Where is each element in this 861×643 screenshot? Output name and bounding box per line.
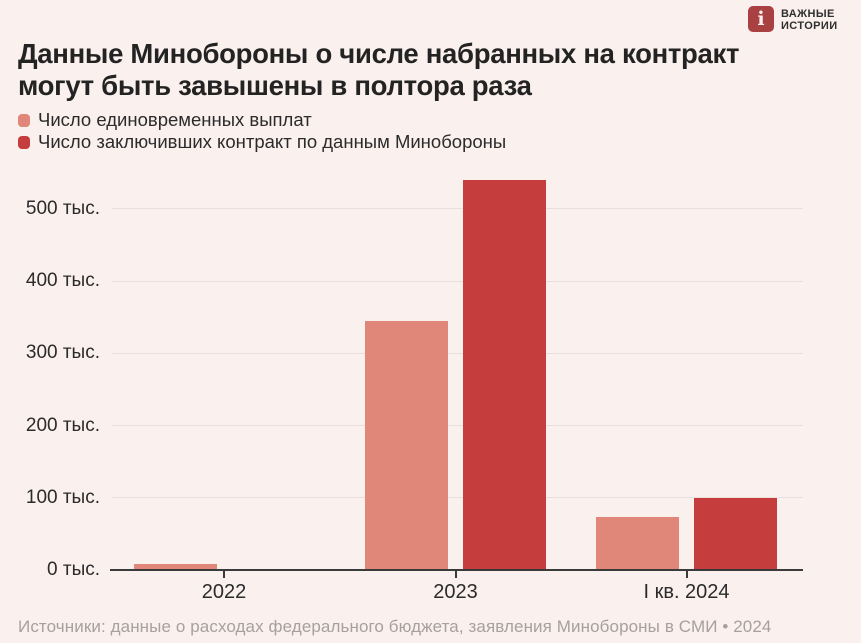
bar-contracts-2023 xyxy=(463,180,546,570)
x-axis-category-label: 2023 xyxy=(433,581,478,603)
brand-name-line2: ИСТОРИИ xyxy=(781,20,838,32)
source-note: Источники: данные о расходах федеральног… xyxy=(18,617,772,636)
gridline-500 xyxy=(112,208,803,210)
legend-label-payments: Число единовременных выплат xyxy=(38,109,312,130)
y-axis-tick-label: 100 тыс. xyxy=(25,486,100,508)
x-axis-category-label: I кв. 2024 xyxy=(643,581,730,603)
gridline-200 xyxy=(112,425,803,426)
brand-name: ВАЖНЫЕ ИСТОРИИ xyxy=(781,6,838,32)
y-axis-tick-label: 400 тыс. xyxy=(25,270,100,291)
gridline-400 xyxy=(112,280,803,282)
legend-swatch-payments xyxy=(18,113,30,127)
chart-title-line1: Данные Минобороны о числе набранных на к… xyxy=(18,38,740,69)
bar-payments-2022 xyxy=(133,564,217,570)
y-axis-tick-label: 300 тыс. xyxy=(25,342,100,364)
x-axis-line xyxy=(110,569,803,571)
y-axis-tick-label: 500 тыс. xyxy=(25,197,100,219)
brand-logo: i ВАЖНЫЕ ИСТОРИИ xyxy=(748,6,838,32)
legend-swatch-contracts xyxy=(18,135,30,149)
x-axis-tick xyxy=(454,571,457,578)
chart-title-line2: могут быть завышены в полтора раза xyxy=(18,70,532,102)
legend-label-contracts: Число заключивших контракт по данным Мин… xyxy=(38,131,507,152)
chart-title: Данные Минобороны о числе набранных на к… xyxy=(18,38,838,103)
brand-logo-icon: i xyxy=(748,6,774,32)
legend-item-contracts: Число заключивших контракт по данным Мин… xyxy=(18,131,506,153)
bar-contracts-I кв. 2024 xyxy=(694,498,777,570)
y-axis-tick-label: 200 тыс. xyxy=(25,414,100,436)
chart-legend: Число единовременных выплат Число заключ… xyxy=(18,109,506,153)
brand-name-line1: ВАЖНЫЕ xyxy=(781,8,835,20)
legend-item-payments: Число единовременных выплат xyxy=(18,109,506,131)
gridline-100 xyxy=(112,497,803,499)
gridline-300 xyxy=(112,352,803,354)
bar-chart: 0 тыс. 100 тыс. 200 тыс. 300 тыс. 400 тыс. 50… xyxy=(0,170,861,610)
x-axis-tick xyxy=(685,571,688,578)
x-axis-tick xyxy=(223,571,225,578)
x-axis-category-label: 2022 xyxy=(201,581,247,603)
y-axis-tick-label: 0 тыс. xyxy=(47,559,100,580)
bar-payments-2023 xyxy=(365,321,448,570)
bar-payments-I кв. 2024 xyxy=(596,517,679,570)
